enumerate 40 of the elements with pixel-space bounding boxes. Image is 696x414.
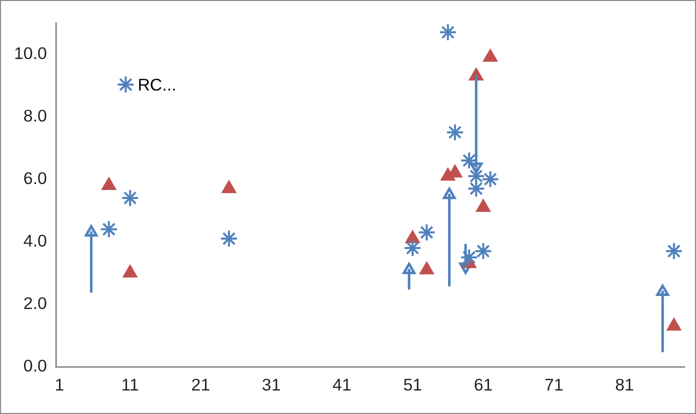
point: [666, 318, 682, 331]
x-tick-label: 1: [54, 376, 64, 395]
y-tick-label: 6.0: [23, 168, 47, 188]
point: [220, 230, 238, 248]
y-tick-label: 4.0: [23, 231, 47, 250]
x-tick-label: 61: [474, 376, 493, 395]
point: [222, 180, 236, 194]
point: [405, 230, 420, 244]
point: [442, 188, 456, 200]
y-tick-label: 10.0: [14, 44, 47, 63]
point: [474, 242, 492, 260]
point: [467, 180, 486, 198]
point: [664, 242, 683, 260]
x-tick-label: 51: [403, 376, 422, 395]
y-tick-label: 2.0: [23, 294, 47, 313]
x-tick-label: 71: [544, 376, 564, 395]
x-tick-label: 81: [615, 376, 634, 395]
point: [84, 225, 98, 237]
x-tick-label: 41: [332, 376, 352, 395]
y-tick-label: 8.0: [23, 106, 47, 126]
point: [100, 220, 118, 238]
point: [460, 248, 478, 266]
point: [438, 23, 457, 42]
x-tick-label: 21: [191, 376, 210, 395]
x-tick-label: 11: [121, 376, 139, 395]
point: [402, 262, 416, 274]
point: [418, 223, 436, 242]
point: [467, 167, 486, 186]
point: [476, 198, 491, 212]
x-tick-label: 31: [262, 376, 281, 395]
point: [122, 264, 138, 278]
point: [404, 239, 422, 257]
legend-label: RC...: [138, 75, 176, 94]
point: [101, 177, 116, 190]
y-tick-label: 0.0: [23, 356, 47, 376]
point: [419, 261, 434, 274]
point: [121, 189, 140, 207]
point: [656, 284, 670, 296]
point: [481, 170, 500, 188]
point: [446, 123, 464, 142]
